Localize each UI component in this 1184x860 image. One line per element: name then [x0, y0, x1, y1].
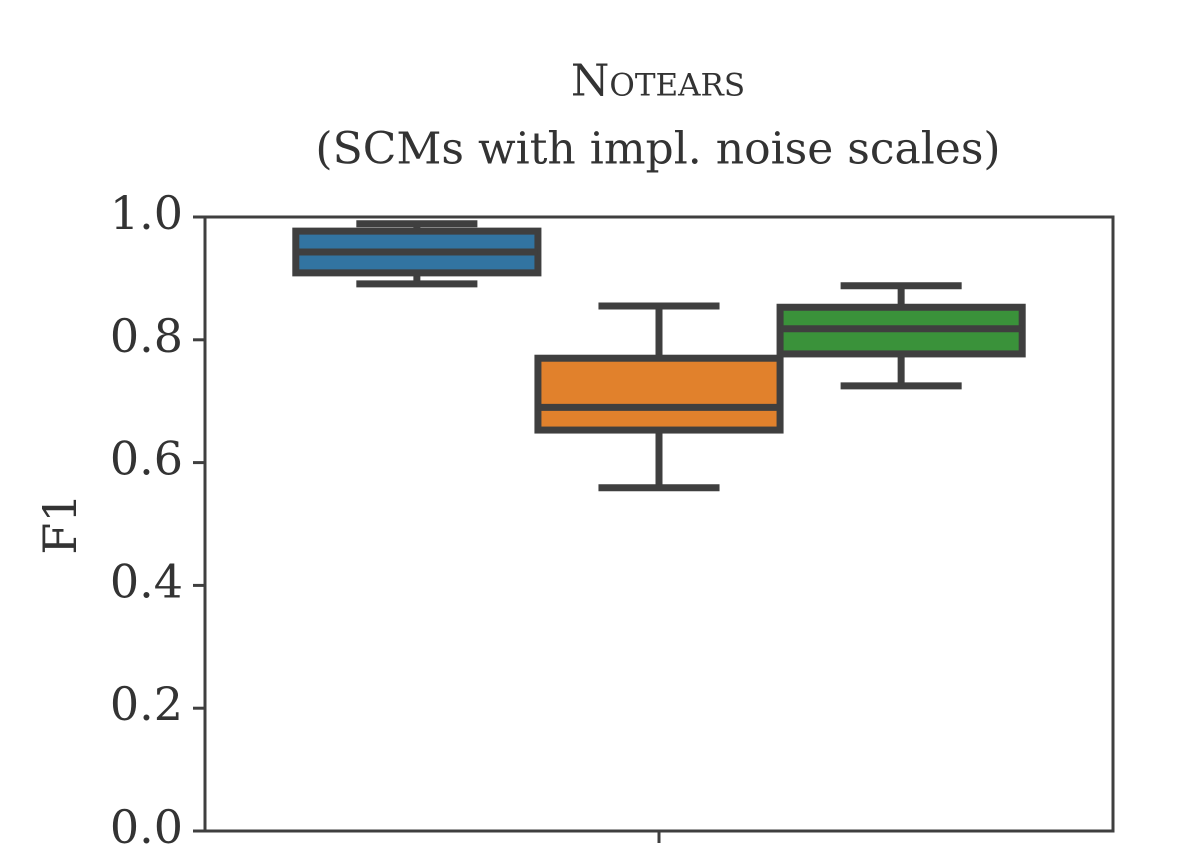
y-tick-label: 0.8: [110, 309, 183, 363]
y-axis-label: F1: [33, 493, 87, 554]
y-tick-label: 0.6: [110, 432, 183, 486]
y-tick-label: 1.0: [110, 186, 183, 240]
y-tick-label: 0.0: [110, 800, 183, 854]
plot-frame: [203, 215, 1115, 833]
box: [534, 354, 784, 434]
y-tick-label: 0.2: [110, 677, 183, 731]
chart-subtitle: (SCMs with impl. noise scales): [315, 124, 1000, 175]
y-tick-label: 0.4: [110, 554, 183, 608]
chart-title: Notears: [571, 56, 745, 107]
